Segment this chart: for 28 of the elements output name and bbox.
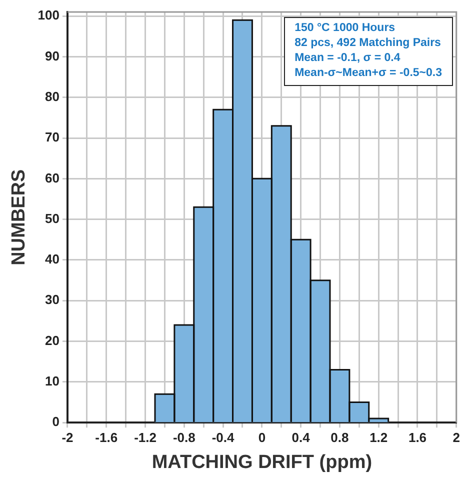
y-tick-label: 20	[45, 332, 60, 348]
annotation: 82 pcs, 492 Matching Pairs	[294, 36, 442, 51]
x-axis-title: MATCHING DRIFT (ppm)	[152, 452, 372, 473]
y-tick-label: 50	[45, 210, 60, 226]
y-tick-label: 0	[52, 414, 60, 430]
annotation: Mean-σ~Mean+σ = -0.5~0.3	[294, 66, 442, 81]
x-tick-label: 0.8	[330, 430, 349, 445]
y-axis-title: NUMBERS	[8, 169, 30, 266]
x-tick-label: -0.8	[172, 430, 196, 445]
y-tick-label: 40	[45, 252, 60, 267]
annotation: 150 °C 1000 Hours	[294, 21, 396, 36]
x-tick-label: 0.4	[292, 430, 311, 445]
y-tick-label: 70	[45, 130, 60, 145]
y-tick-label: 60	[45, 170, 60, 186]
x-tick-label: -1.2	[134, 430, 156, 445]
x-tick-label: 2	[452, 430, 460, 445]
x-tick-label: -0.4	[212, 430, 236, 445]
x-tick-label: 0	[258, 430, 266, 445]
y-tick-label: 80	[45, 88, 60, 104]
x-tick-label: -2	[62, 430, 74, 445]
y-tick-label: 100	[38, 8, 60, 23]
y-tick-label: 10	[45, 374, 60, 389]
y-tick-label: 30	[45, 292, 60, 308]
x-tick-label: -1.6	[95, 430, 118, 445]
x-tick-label: 1.6	[408, 430, 427, 445]
annotation: Mean = -0.1, σ = 0.4	[294, 51, 402, 66]
x-tick-label: 1.2	[370, 430, 388, 445]
y-tick-label: 90	[45, 48, 60, 64]
